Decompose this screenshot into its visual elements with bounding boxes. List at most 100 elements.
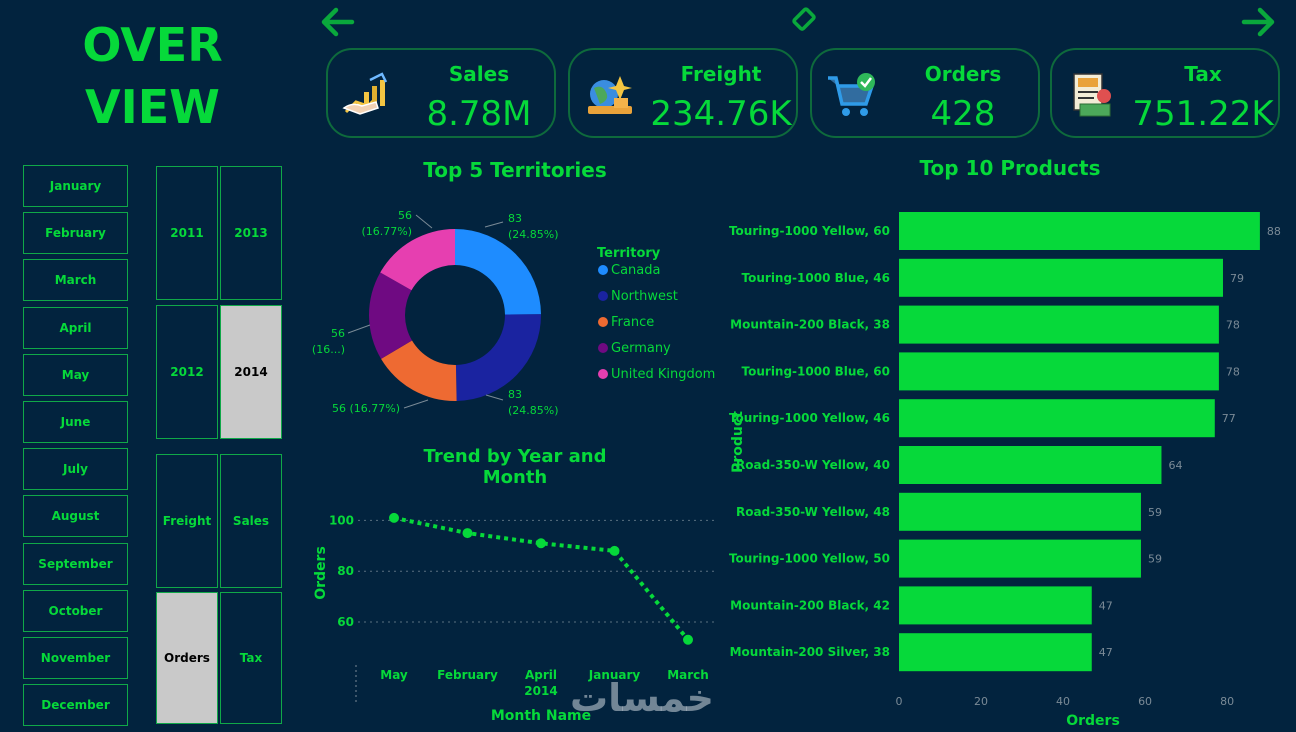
trend-ytick-label: 100 [329, 513, 354, 527]
back-arrow-icon[interactable] [320, 6, 356, 38]
month-button-july[interactable]: July [23, 448, 128, 491]
measure-button-sales[interactable]: Sales [220, 454, 282, 588]
donut-leader-line [347, 324, 371, 334]
product-bar[interactable] [899, 258, 1223, 297]
trend-point[interactable] [389, 512, 399, 523]
legend-marker [598, 369, 608, 379]
kpi-card-orders: Orders 428 [810, 48, 1040, 138]
kpi-freight-label: Freight [680, 62, 762, 86]
trend-yaxis-title: Orders [313, 546, 329, 600]
product-value-label: 88 [1267, 225, 1281, 238]
month-button-may[interactable]: May [23, 353, 128, 396]
year-button-2014[interactable]: 2014 [220, 305, 282, 439]
kpi-sales-value: 8.78M [426, 94, 532, 134]
product-xtick-label: 0 [896, 695, 903, 708]
page-title: OVER VIEW [40, 14, 265, 138]
trend-xtick-label: April [525, 668, 557, 682]
product-value-label: 47 [1099, 646, 1113, 659]
donut-data-label: 83 [508, 388, 522, 401]
product-bar[interactable] [899, 586, 1092, 625]
product-bar[interactable] [899, 539, 1141, 578]
month-button-september[interactable]: September [23, 542, 128, 585]
donut-slice-germany[interactable] [369, 272, 413, 359]
trend-point[interactable] [536, 538, 546, 549]
month-button-january[interactable]: January [23, 165, 128, 207]
donut-slice-france[interactable] [381, 340, 457, 401]
year-button-2013[interactable]: 2013 [220, 166, 282, 300]
donut-data-pct: (16...) [312, 343, 345, 356]
month-button-december[interactable]: December [23, 684, 128, 727]
trend-point[interactable] [609, 545, 620, 556]
trend-xtick-sublabel: 2014 [524, 684, 557, 698]
product-bar[interactable] [899, 352, 1219, 391]
shopping-cart-icon [828, 73, 875, 116]
product-value-label: 47 [1099, 599, 1113, 612]
page-title-line2: VIEW [85, 80, 220, 134]
trend-xtick-label: May [380, 668, 408, 682]
month-button-november[interactable]: November [23, 637, 128, 679]
product-category-label: Mountain-200 Black, 42 [730, 598, 890, 612]
measure-button-tax[interactable]: Tax [220, 592, 282, 724]
product-value-label: 77 [1222, 412, 1236, 425]
trend-ytick-label: 60 [337, 615, 354, 629]
product-category-label: Touring-1000 Blue, 60 [742, 364, 890, 378]
product-category-label: Road-350-W Yellow, 40 [736, 458, 890, 472]
legend-item-label: France [611, 315, 654, 330]
product-value-label: 59 [1148, 553, 1162, 566]
kpi-sales-label: Sales [448, 62, 510, 86]
donut-leader-line [403, 399, 429, 409]
trend-xtick-label: March [667, 668, 709, 682]
eraser-icon[interactable] [786, 4, 822, 36]
month-button-february[interactable]: February [23, 212, 128, 255]
donut-data-pct: (24.85%) [508, 404, 559, 417]
product-bar[interactable] [899, 305, 1219, 344]
global-freight-icon [588, 76, 632, 114]
product-xaxis-title: Orders [1066, 713, 1120, 729]
kpi-card-tax: Tax 751.22K [1050, 48, 1280, 138]
legend-item-label: Germany [611, 341, 671, 356]
kpi-orders-label: Orders [924, 62, 1002, 86]
trend-ytick-label: 80 [337, 564, 354, 578]
year-button-2012[interactable]: 2012 [156, 305, 218, 439]
month-button-april[interactable]: April [23, 306, 128, 349]
products-title: Top 10 Products [919, 156, 1101, 180]
measure-button-orders[interactable]: Orders [156, 592, 218, 724]
donut-data-label: 56 [398, 209, 412, 222]
product-category-label: Touring-1000 Yellow, 60 [729, 224, 890, 238]
product-value-label: 78 [1226, 365, 1240, 378]
product-bar[interactable] [899, 492, 1141, 531]
trend-series-line [393, 515, 690, 642]
year-button-2011[interactable]: 2011 [156, 166, 218, 300]
legend-item-label: Canada [611, 263, 660, 278]
trend-point[interactable] [462, 528, 473, 539]
month-button-june[interactable]: June [23, 401, 128, 443]
product-bar[interactable] [899, 446, 1162, 484]
territories-donut-chart: 83 (24.85%) 83 (24.85%) 56 (16.77%) 56 (16...)… [312, 209, 715, 417]
product-xtick-label: 60 [1138, 695, 1152, 708]
donut-slice-united-kingdom[interactable] [380, 229, 455, 291]
product-bar[interactable] [899, 399, 1215, 438]
trend-xtick-label: February [437, 668, 498, 682]
month-button-march[interactable]: March [23, 259, 128, 302]
donut-leader-line [415, 214, 433, 229]
product-category-label: Touring-1000 Blue, 46 [742, 271, 890, 285]
trend-xaxis-title: Month Name [491, 708, 591, 724]
product-xtick-label: 20 [974, 695, 988, 708]
product-category-label: Mountain-200 Silver, 38 [730, 645, 890, 659]
product-bar[interactable] [899, 633, 1092, 672]
kpi-card-sales: Sales 8.78M [326, 48, 556, 138]
legend-marker [598, 265, 608, 275]
product-category-label: Mountain-200 Black, 38 [730, 318, 890, 332]
kpi-tax-label: Tax [1184, 62, 1222, 86]
month-button-october[interactable]: October [23, 589, 128, 632]
trend-point[interactable] [683, 634, 693, 645]
forward-arrow-icon[interactable] [1240, 6, 1276, 38]
sales-growth-icon [342, 72, 388, 115]
donut-slice-northwest[interactable] [455, 314, 541, 401]
product-value-label: 59 [1148, 506, 1162, 519]
legend-marker [598, 317, 608, 327]
measure-button-freight[interactable]: Freight [156, 454, 218, 588]
product-bar[interactable] [899, 212, 1260, 250]
month-button-august[interactable]: August [23, 495, 128, 538]
donut-slice-canada[interactable] [455, 229, 541, 315]
